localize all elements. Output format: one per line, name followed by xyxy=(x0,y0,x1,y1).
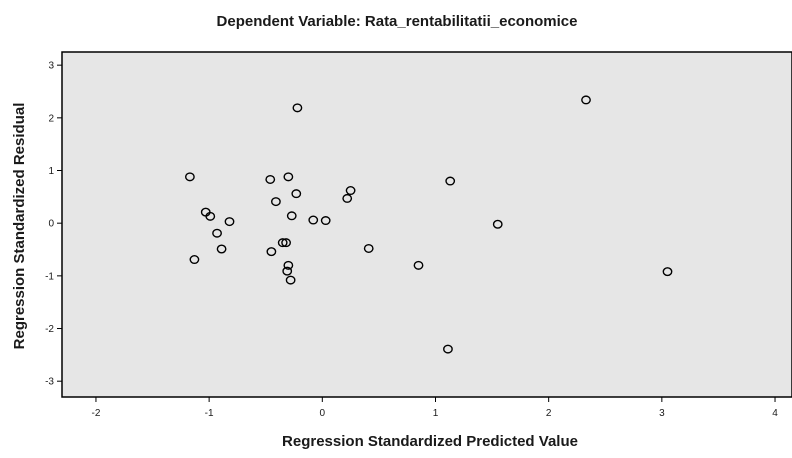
data-point xyxy=(205,211,216,221)
y-tick-label: 2 xyxy=(48,113,54,124)
data-point xyxy=(413,260,424,270)
data-point xyxy=(363,243,374,253)
data-point xyxy=(443,344,453,354)
data-point xyxy=(285,275,296,285)
x-tick-label: -1 xyxy=(205,408,214,419)
chart-title: Dependent Variable: Rata_rentabilitatii_… xyxy=(217,13,578,30)
data-point xyxy=(291,189,302,199)
y-tick-label: -1 xyxy=(45,271,54,282)
data-point xyxy=(308,215,319,225)
x-tick-label: 2 xyxy=(546,408,552,419)
y-axis-label: Regression Standardized Residual xyxy=(11,103,28,350)
data-point xyxy=(662,267,673,277)
y-tick-label: -3 xyxy=(45,377,54,388)
y-tick-label: 3 xyxy=(48,61,54,72)
y-tick-label: 0 xyxy=(48,219,54,230)
data-point xyxy=(283,172,294,182)
x-tick-label: 4 xyxy=(772,408,778,419)
data-point xyxy=(212,228,222,238)
data-point xyxy=(265,174,276,184)
y-tick-label: 1 xyxy=(48,166,54,177)
data-point xyxy=(320,216,331,226)
data-point xyxy=(277,238,288,248)
x-axis-label: Regression Standardized Predicted Value xyxy=(282,433,578,450)
data-point xyxy=(216,244,227,254)
axis-ticks: -2 -1 0 1 2 3 4 3 2 1 0 -1 -2 -3 xyxy=(45,61,778,419)
x-tick-label: 1 xyxy=(433,408,439,419)
data-point xyxy=(271,197,281,207)
data-point xyxy=(266,247,277,257)
y-tick-label: -2 xyxy=(45,324,54,335)
data-points xyxy=(184,95,673,354)
x-tick-label: -2 xyxy=(92,408,101,419)
data-point xyxy=(283,260,294,270)
data-point xyxy=(581,95,591,105)
data-point xyxy=(224,217,235,227)
data-point xyxy=(184,172,195,182)
x-tick-label: 3 xyxy=(659,408,665,419)
x-tick-label: 0 xyxy=(320,408,326,419)
data-point xyxy=(286,211,297,221)
data-point xyxy=(292,103,303,113)
data-point xyxy=(281,238,291,248)
data-point xyxy=(345,186,356,196)
data-point xyxy=(492,219,503,229)
data-point xyxy=(342,193,353,203)
data-point xyxy=(445,176,456,186)
plot-area xyxy=(61,51,792,398)
data-point xyxy=(282,266,293,276)
data-point xyxy=(189,255,200,265)
